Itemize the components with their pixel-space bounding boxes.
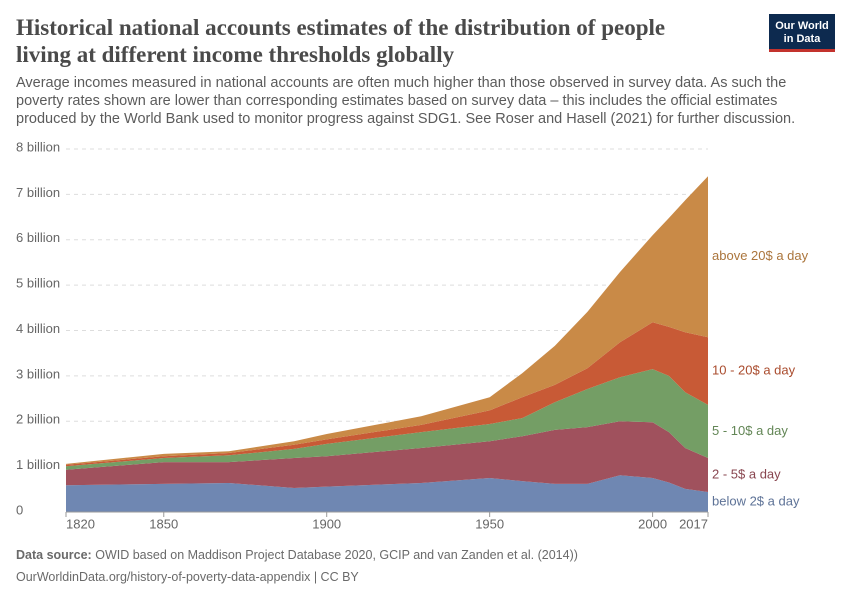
y-tick-label: 0 — [16, 502, 23, 517]
source-text: OWID based on Maddison Project Database … — [95, 548, 578, 562]
area — [66, 369, 708, 470]
area — [66, 322, 708, 467]
legend-label: 5 - 10$ a day — [712, 423, 788, 438]
area — [66, 176, 708, 465]
logo-line: in Data — [783, 33, 821, 45]
y-tick-label: 5 billion — [16, 276, 60, 291]
source: Data source: OWID based on Maddison Proj… — [16, 548, 578, 562]
legend-label: above 20$ a day — [712, 248, 809, 263]
legend-label: 2 - 5$ a day — [712, 466, 781, 481]
x-tick-label: 1900 — [312, 516, 341, 531]
logo[interactable]: Our World in Data — [769, 14, 835, 52]
y-tick-label: 8 billion — [16, 139, 60, 154]
y-tick-label: 2 billion — [16, 412, 60, 427]
source-label: Data source: — [16, 548, 92, 562]
y-tick-label: 7 billion — [16, 185, 60, 200]
x-tick-label: 2017 — [679, 516, 708, 531]
y-tick-label: 3 billion — [16, 366, 60, 381]
chart-title: Historical national accounts estimates o… — [16, 15, 666, 67]
x-tick-label: 1850 — [149, 516, 178, 531]
logo-line: Our World — [775, 20, 829, 32]
legend-label: 10 - 20$ a day — [712, 363, 796, 378]
y-tick-label: 6 billion — [16, 230, 60, 245]
legend-label: below 2$ a day — [712, 493, 800, 508]
area — [66, 475, 708, 512]
x-tick-label: 1820 — [66, 516, 95, 531]
chart: 0 1 billion 2 billion 3 billion 4 billion 5 b… — [16, 139, 809, 531]
y-tick-label: 1 billion — [16, 457, 60, 472]
chart-subtitle: Average incomes measured in national acc… — [16, 75, 796, 127]
x-tick-label: 2000 — [638, 516, 667, 531]
y-tick-label: 4 billion — [16, 321, 60, 336]
url[interactable]: OurWorldinData.org/history-of-poverty-da… — [16, 570, 359, 584]
area — [66, 421, 708, 492]
x-tick-label: 1950 — [475, 516, 504, 531]
